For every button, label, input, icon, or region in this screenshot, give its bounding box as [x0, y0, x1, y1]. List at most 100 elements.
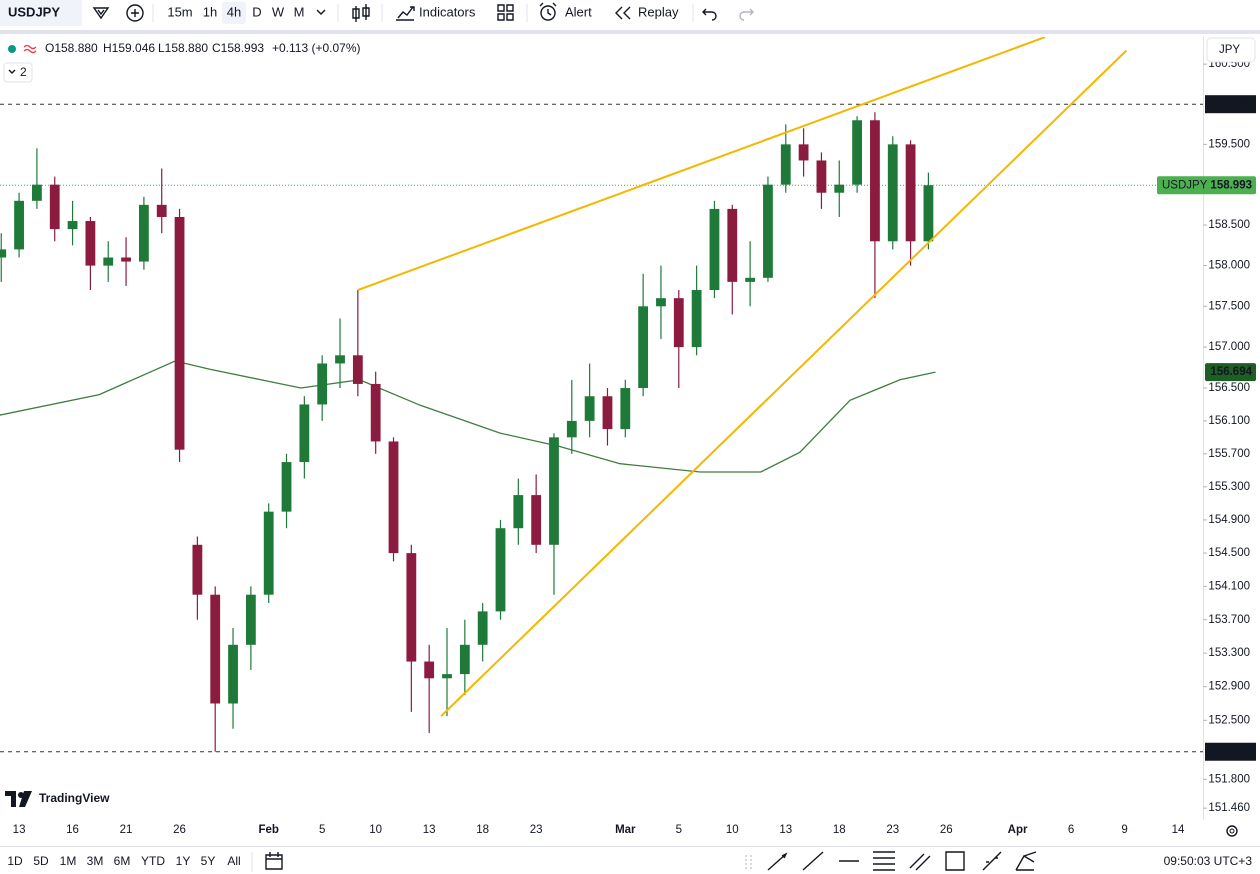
range-button[interactable]: 1M: [60, 854, 77, 868]
candle-body: [192, 544, 203, 595]
x-tick-label: 21: [120, 824, 133, 836]
trend-line-tool[interactable]: [802, 851, 824, 871]
currency[interactable]: JPY: [1219, 44, 1240, 56]
undo-icon[interactable]: [702, 8, 717, 21]
range-button[interactable]: 1D: [7, 854, 23, 868]
candle-body: [424, 661, 435, 679]
active-timeframe: [222, 2, 246, 24]
candle-body: [495, 528, 506, 612]
timeframe-button[interactable]: M: [294, 4, 305, 19]
range-button[interactable]: 5Y: [201, 854, 216, 868]
candle-body: [121, 257, 131, 262]
axis-background: [1203, 37, 1260, 820]
moving-average: [0, 360, 936, 473]
chart-type-icon[interactable]: [352, 4, 370, 22]
candle-body: [923, 185, 934, 242]
clock: 09:50:03 UTC+3: [1164, 854, 1253, 868]
x-tick-label: 10: [726, 824, 739, 836]
ohlc-value: O158.880: [45, 41, 98, 55]
x-tick-label: 9: [1121, 824, 1127, 836]
range-button[interactable]: 5D: [33, 854, 49, 868]
y-tick-label: 152.500: [1208, 714, 1250, 726]
x-tick-label: 5: [319, 824, 325, 836]
candle-body: [67, 221, 78, 230]
x-tick-label: 13: [13, 824, 26, 836]
candle-body: [656, 298, 666, 307]
add-symbol-icon[interactable]: [126, 4, 144, 22]
currency-box[interactable]: [1206, 37, 1256, 63]
candle-body: [870, 120, 880, 242]
range-button[interactable]: 6M: [114, 854, 131, 868]
timeframe-button[interactable]: D: [252, 4, 261, 19]
candle-body: [406, 553, 417, 662]
symbol[interactable]: USDJPY: [8, 4, 60, 19]
last-price-symbol: USDJPY: [1162, 179, 1208, 191]
ohlc-value: H159.046: [103, 41, 155, 55]
x-tick-label: 16: [66, 824, 79, 836]
arrow-tool[interactable]: [767, 852, 788, 871]
y-tick-label: 157.500: [1208, 300, 1250, 312]
candle-body: [245, 594, 256, 645]
range-button[interactable]: 3M: [87, 854, 104, 868]
legend: O158.880 H159.046 L158.880 C158.993 +0.113 (…: [3, 41, 361, 83]
x-tick-label: 13: [779, 824, 792, 836]
timeframe-button[interactable]: 4h: [227, 4, 241, 19]
candle-body: [887, 144, 898, 242]
alert-icon[interactable]: [540, 5, 556, 21]
range-button[interactable]: All: [227, 854, 240, 868]
candle-body: [14, 200, 24, 250]
x-tick-label: 18: [476, 824, 489, 836]
range-button[interactable]: YTD: [141, 854, 165, 868]
logo-mark: [5, 791, 32, 807]
date-range-icon[interactable]: [265, 852, 283, 870]
replay-icon[interactable]: [615, 6, 631, 20]
level-badge-background: [1205, 95, 1256, 114]
y-tick-label: 151.460: [1208, 802, 1250, 814]
indicators-button[interactable]: Indicators: [419, 4, 476, 19]
x-tick-label: 26: [940, 824, 953, 836]
y-tick-label: 158.000: [1208, 260, 1250, 272]
market-status-icon: [23, 44, 37, 54]
y-tick-label: 159.500: [1208, 138, 1250, 150]
range-button[interactable]: 1Y: [176, 854, 191, 868]
ohlc-value: C158.993: [212, 41, 264, 55]
symbol-box[interactable]: [0, 0, 82, 26]
candle-body: [620, 388, 631, 430]
top-toolbar: USDJPY 15m 1h 4h D W M Indicators Alert Repla…: [0, 0, 1260, 34]
candle-body: [85, 221, 96, 266]
candle-body: [709, 208, 720, 291]
candle-body: [138, 204, 149, 262]
price-axis: 151.460 151.800 152.500 152.900 153.300 153.7…: [1157, 37, 1260, 820]
timeframe-button[interactable]: 1h: [203, 4, 217, 19]
indicators-icon[interactable]: [396, 6, 415, 21]
candle-body: [174, 216, 185, 450]
timeframe-button[interactable]: 15m: [167, 4, 192, 19]
chevron[interactable]: [8, 69, 16, 74]
timeframe-button[interactable]: W: [272, 4, 285, 19]
channel-tool[interactable]: [909, 853, 931, 871]
path-tool[interactable]: [982, 851, 1002, 871]
measure-tool[interactable]: [1015, 851, 1037, 871]
candle-body: [638, 306, 649, 389]
candle-body: [156, 204, 167, 217]
y-tick-label: 155.700: [1208, 448, 1250, 460]
candle-body: [513, 495, 524, 529]
collapsed-count[interactable]: 2: [20, 65, 27, 79]
last-price-label: 158.993: [1210, 179, 1252, 191]
rectangle-tool[interactable]: [945, 851, 965, 871]
replay-button[interactable]: Replay: [638, 4, 679, 19]
last-price-badge-background: [1157, 176, 1256, 195]
compare-icon[interactable]: [92, 7, 110, 20]
alert-button[interactable]: Alert: [565, 4, 592, 19]
y-tick-label: 154.900: [1208, 514, 1250, 526]
collapsed-indicators[interactable]: [3, 62, 33, 83]
more-timeframes[interactable]: [316, 9, 326, 15]
fib-tool[interactable]: [873, 851, 895, 871]
layouts-icon[interactable]: [497, 4, 514, 21]
axis-settings[interactable]: [1226, 825, 1238, 837]
time-axis: 13 16 21 26 Feb 5 10 13 18 23 Mar 5 10 13 18 23 26 Apr 6 9 1…: [13, 824, 1185, 836]
candle-body: [531, 495, 542, 545]
redo-icon[interactable]: [739, 8, 754, 21]
candle-body: [388, 441, 399, 554]
status-dot: [8, 45, 16, 53]
